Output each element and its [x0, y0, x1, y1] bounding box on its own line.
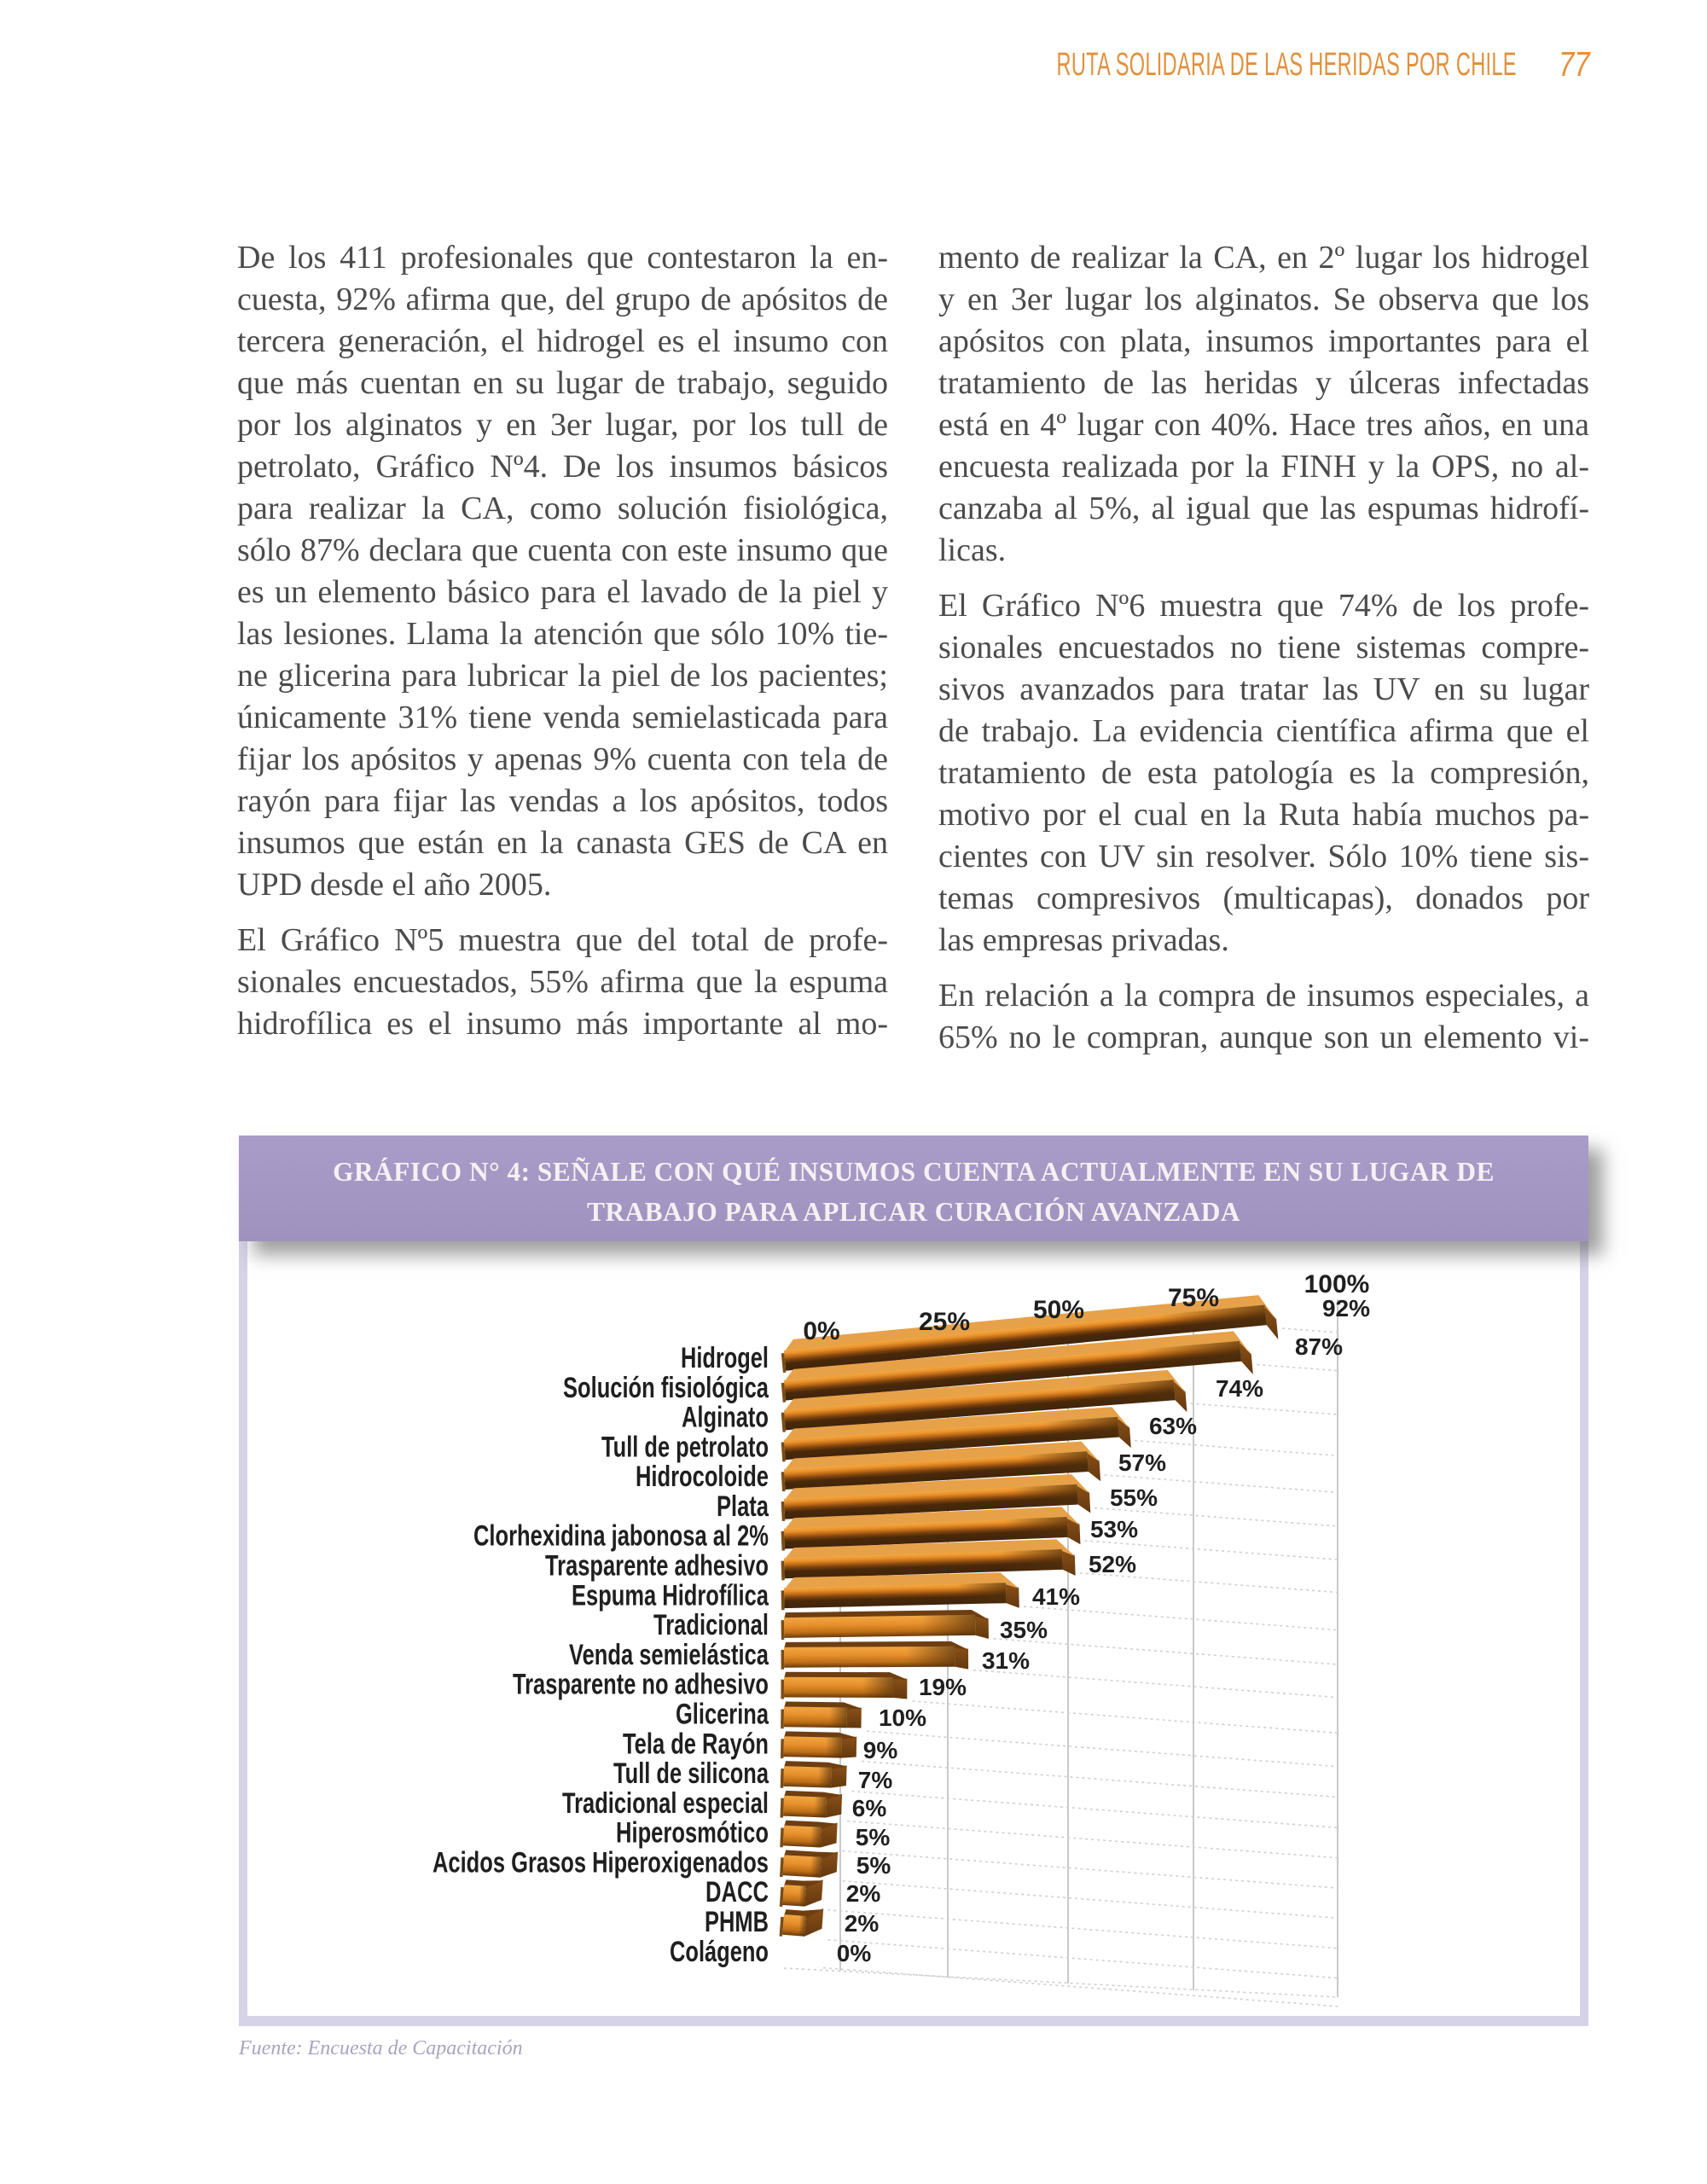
- svg-text:100%: 100%: [1304, 1270, 1370, 1298]
- svg-text:0%: 0%: [803, 1317, 839, 1345]
- svg-text:74%: 74%: [1216, 1375, 1263, 1402]
- svg-text:2%: 2%: [845, 1910, 880, 1937]
- svg-text:53%: 53%: [1090, 1516, 1138, 1542]
- svg-text:Glicerina: Glicerina: [676, 1699, 769, 1731]
- svg-text:DACC: DACC: [705, 1876, 769, 1908]
- svg-text:Tela de Rayón: Tela de Rayón: [623, 1728, 769, 1760]
- svg-text:92%: 92%: [1322, 1295, 1370, 1321]
- svg-text:31%: 31%: [982, 1647, 1030, 1674]
- svg-text:PHMB: PHMB: [705, 1906, 769, 1938]
- svg-text:Hidrocoloide: Hidrocoloide: [636, 1461, 769, 1493]
- svg-text:Tradicional: Tradicional: [653, 1609, 769, 1641]
- svg-text:Espuma Hidrofílica: Espuma Hidrofílica: [572, 1579, 769, 1612]
- svg-text:2%: 2%: [846, 1880, 881, 1907]
- svg-text:5%: 5%: [856, 1852, 891, 1879]
- svg-text:Acidos Grasos Hiperoxigenados: Acidos Grasos Hiperoxigenados: [433, 1846, 769, 1879]
- svg-text:57%: 57%: [1118, 1449, 1166, 1476]
- svg-text:50%: 50%: [1033, 1296, 1084, 1324]
- svg-text:10%: 10%: [879, 1705, 926, 1731]
- svg-text:9%: 9%: [863, 1737, 898, 1763]
- svg-text:6%: 6%: [852, 1795, 887, 1821]
- svg-text:Clorhexidina jabonosa al 2%: Clorhexidina jabonosa al 2%: [473, 1520, 769, 1553]
- svg-text:Hiperosmótico: Hiperosmótico: [616, 1817, 769, 1850]
- svg-text:Tradicional especial: Tradicional especial: [562, 1787, 769, 1820]
- svg-text:87%: 87%: [1295, 1333, 1343, 1360]
- svg-text:Tull de petrolato: Tull de petrolato: [601, 1431, 769, 1463]
- svg-text:Trasparente no adhesivo: Trasparente no adhesivo: [513, 1669, 769, 1701]
- svg-text:19%: 19%: [919, 1674, 967, 1700]
- svg-text:25%: 25%: [919, 1308, 970, 1336]
- svg-text:Trasparente adhesivo: Trasparente adhesivo: [545, 1550, 769, 1583]
- svg-text:Hidrogel: Hidrogel: [681, 1342, 769, 1374]
- svg-text:0%: 0%: [837, 1940, 872, 1966]
- svg-text:Colágeno: Colágeno: [670, 1936, 769, 1968]
- svg-text:52%: 52%: [1089, 1551, 1136, 1577]
- svg-text:55%: 55%: [1110, 1484, 1158, 1511]
- svg-text:Tull de silicona: Tull de silicona: [613, 1757, 769, 1790]
- svg-text:Venda semielástica: Venda semielástica: [569, 1639, 769, 1671]
- svg-text:63%: 63%: [1149, 1413, 1197, 1439]
- svg-text:7%: 7%: [858, 1767, 893, 1793]
- svg-text:41%: 41%: [1032, 1583, 1080, 1610]
- svg-text:35%: 35%: [1000, 1617, 1048, 1643]
- svg-text:75%: 75%: [1168, 1284, 1219, 1312]
- svg-text:Plata: Plata: [717, 1490, 769, 1523]
- svg-text:Solución fisiológica: Solución fisiológica: [563, 1372, 769, 1404]
- svg-text:5%: 5%: [856, 1824, 891, 1850]
- svg-text:Alginato: Alginato: [682, 1402, 769, 1434]
